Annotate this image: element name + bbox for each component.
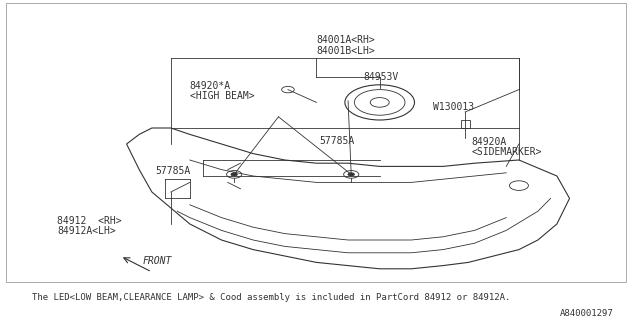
Circle shape bbox=[231, 173, 237, 176]
Text: W130013: W130013 bbox=[433, 102, 475, 112]
Text: <HIGH BEAM>: <HIGH BEAM> bbox=[190, 91, 255, 101]
Text: <SIDEMARKER>: <SIDEMARKER> bbox=[472, 147, 542, 157]
Text: 84001B<LH>: 84001B<LH> bbox=[316, 46, 375, 56]
Text: 84912A<LH>: 84912A<LH> bbox=[57, 226, 116, 236]
Text: The LED<LOW BEAM,CLEARANCE LAMP> & Cood assembly is included in PartCord 84912 o: The LED<LOW BEAM,CLEARANCE LAMP> & Cood … bbox=[31, 293, 510, 302]
Text: A840001297: A840001297 bbox=[560, 309, 614, 318]
Text: 84920*A: 84920*A bbox=[190, 81, 231, 92]
Text: 57785A: 57785A bbox=[155, 166, 190, 176]
Text: 84953V: 84953V bbox=[364, 72, 399, 82]
Circle shape bbox=[348, 173, 355, 176]
Text: 57785A: 57785A bbox=[319, 136, 355, 146]
Text: 84912  <RH>: 84912 <RH> bbox=[57, 216, 122, 226]
Text: FRONT: FRONT bbox=[142, 256, 172, 266]
Text: 84920A: 84920A bbox=[472, 137, 507, 148]
Text: 84001A<RH>: 84001A<RH> bbox=[316, 35, 375, 45]
